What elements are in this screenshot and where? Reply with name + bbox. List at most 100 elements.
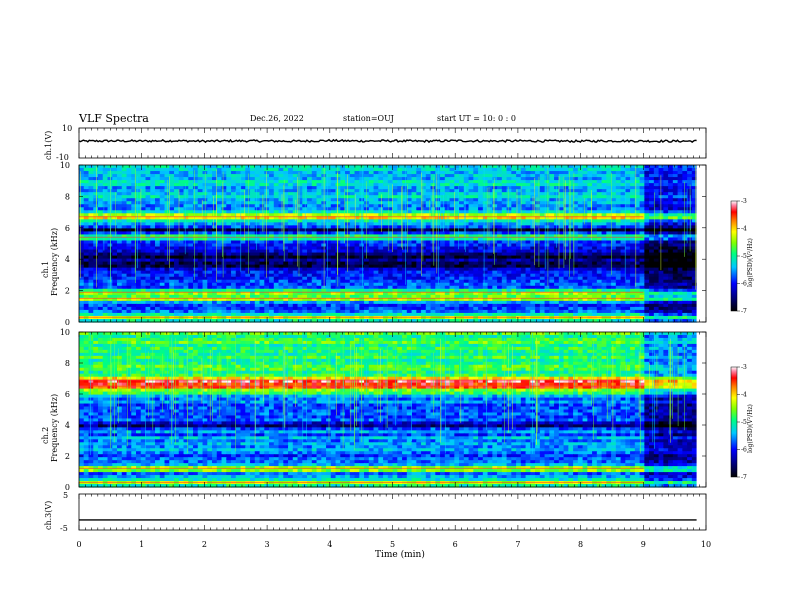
spectrogram-cell bbox=[582, 174, 588, 178]
spectrogram-cell bbox=[421, 219, 427, 223]
spectrogram-cell bbox=[216, 225, 223, 229]
spectrogram-cell bbox=[497, 219, 503, 223]
spectrogram-cell bbox=[511, 201, 517, 205]
spectrogram-cell bbox=[278, 165, 284, 169]
spectrogram-cell bbox=[373, 177, 379, 181]
spectrogram-cell bbox=[235, 234, 242, 239]
spectrogram-cell bbox=[150, 213, 156, 217]
spectrogram-cell bbox=[392, 207, 398, 211]
spectrogram-cell bbox=[373, 231, 379, 236]
spectrogram-cell bbox=[402, 177, 408, 181]
spectrogram-cell bbox=[435, 171, 441, 175]
spectrogram-cell bbox=[530, 234, 536, 239]
spectrogram-cell bbox=[544, 237, 550, 242]
spectrogram-cell bbox=[492, 201, 498, 205]
spectrogram-cell bbox=[102, 189, 109, 193]
spectrogram-cell bbox=[582, 183, 588, 187]
spectrogram-cell bbox=[188, 192, 194, 196]
spectrogram-cell bbox=[615, 231, 622, 236]
spectrogram-cell bbox=[663, 237, 669, 242]
spectrogram-cell bbox=[592, 174, 598, 178]
spectrogram-cell bbox=[672, 174, 679, 178]
spectrogram-cell bbox=[178, 186, 185, 190]
spectrogram-cell bbox=[478, 195, 484, 199]
spectrogram-cell bbox=[354, 180, 360, 184]
spectrogram-cell bbox=[596, 168, 603, 172]
spectrogram-cell bbox=[216, 192, 223, 196]
spectrogram-cell bbox=[197, 198, 204, 202]
spectrogram-cell bbox=[121, 216, 128, 220]
spectrogram-cell bbox=[487, 210, 493, 214]
spectrogram-cell bbox=[83, 165, 90, 169]
spectrogram-cell bbox=[535, 210, 541, 214]
spectrogram-cell bbox=[516, 174, 522, 178]
spectrogram-cell bbox=[150, 207, 156, 211]
spectrogram-cell bbox=[231, 216, 237, 220]
spectrogram-cell bbox=[212, 174, 218, 178]
spectrogram-cell bbox=[468, 228, 474, 233]
spectrogram-cell bbox=[549, 189, 555, 193]
spectrogram-cell bbox=[587, 216, 593, 220]
spectrogram-cell bbox=[487, 207, 493, 211]
spectrogram-cell bbox=[454, 231, 460, 236]
spectrogram-cell bbox=[226, 207, 232, 211]
spectrogram-cell bbox=[131, 204, 137, 208]
spectrogram-cell bbox=[250, 180, 256, 184]
spectrogram-cell bbox=[416, 213, 422, 217]
spectrogram-cell bbox=[459, 207, 465, 211]
spectrogram-cell bbox=[193, 189, 199, 193]
spectrogram-cell bbox=[511, 171, 517, 175]
spectrogram-cell bbox=[649, 231, 655, 236]
spectrogram-cell bbox=[169, 201, 175, 205]
spectrogram-cell bbox=[421, 201, 427, 205]
spectrogram-cell bbox=[278, 186, 284, 190]
spectrogram-cell bbox=[326, 168, 332, 172]
spectrogram-cell bbox=[297, 204, 303, 208]
spectrogram-cell bbox=[639, 207, 645, 211]
spectrogram-cell bbox=[288, 171, 294, 175]
spectrogram-cell bbox=[530, 237, 536, 242]
spectrogram-cell bbox=[140, 198, 147, 202]
spectrogram-cell bbox=[164, 180, 170, 184]
spectrogram-cell bbox=[511, 192, 517, 196]
spectrogram-cell bbox=[102, 195, 109, 199]
spectrogram-cell bbox=[463, 210, 470, 214]
spectrogram-cell bbox=[549, 210, 555, 214]
spectrogram-cell bbox=[639, 210, 645, 214]
spectrogram-cell bbox=[459, 180, 465, 184]
spectrogram-cell bbox=[131, 192, 137, 196]
spectrogram-cell bbox=[691, 222, 698, 226]
spectrogram-cell bbox=[193, 186, 199, 190]
spectrogram-cell bbox=[406, 213, 413, 217]
spectrogram-cell bbox=[183, 219, 189, 223]
spectrogram-cell bbox=[264, 195, 270, 199]
spectrogram-cell bbox=[235, 168, 242, 172]
spectrogram-cell bbox=[98, 228, 104, 233]
spectrogram-cell bbox=[497, 171, 503, 175]
spectrogram-cell bbox=[254, 213, 261, 217]
spectrogram-cell bbox=[174, 231, 180, 236]
spectrogram-cell bbox=[392, 183, 398, 187]
spectrogram-cell bbox=[478, 165, 484, 169]
spectrogram-cell bbox=[292, 165, 299, 169]
spectrogram-cell bbox=[539, 198, 546, 202]
spectrogram-cell bbox=[449, 192, 455, 196]
spectrogram-cell bbox=[644, 195, 650, 199]
spectrogram-cell bbox=[573, 198, 579, 202]
spectrogram-cell bbox=[449, 210, 455, 214]
spectrogram-cell bbox=[554, 168, 560, 172]
spectrogram-cell bbox=[525, 192, 531, 196]
spectrogram-cell bbox=[397, 234, 403, 239]
spectrogram-cell bbox=[159, 201, 166, 205]
spectrogram-cell bbox=[83, 201, 90, 205]
spectrogram-cell bbox=[264, 177, 270, 181]
spectrogram-cell bbox=[568, 222, 574, 226]
spectrogram-cell bbox=[549, 234, 555, 239]
spectrogram-cell bbox=[577, 201, 584, 205]
spectrogram-cell bbox=[102, 180, 109, 184]
spectrogram-cell bbox=[454, 222, 460, 226]
spectrogram-cell bbox=[516, 201, 522, 205]
spectrogram-cell bbox=[672, 216, 679, 220]
spectrogram-cell bbox=[473, 165, 479, 169]
spectrogram-cell bbox=[463, 192, 470, 196]
